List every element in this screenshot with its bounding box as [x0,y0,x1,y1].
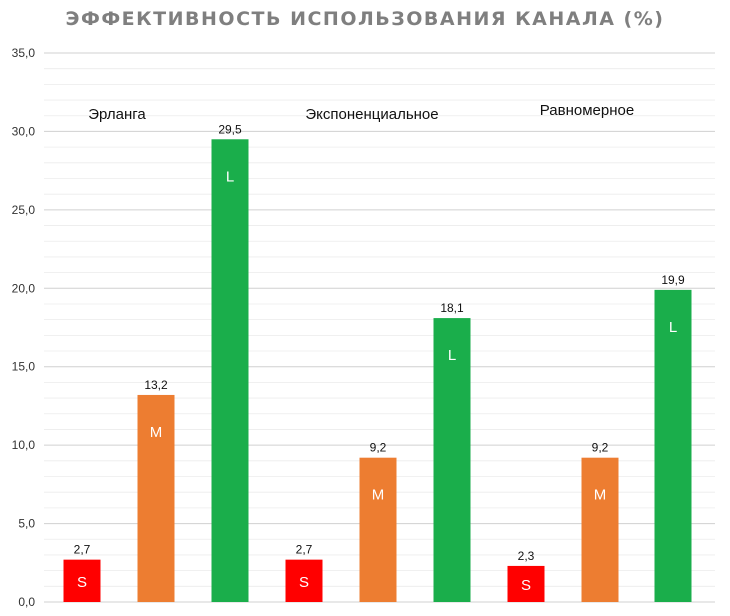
bar-m [581,457,619,602]
group-label: Равномерное [540,102,634,119]
y-tick-label: 15,0 [12,360,36,374]
bar-s [507,565,545,602]
bar-letter-label: S [299,574,309,591]
bar-letter-label: L [669,319,677,336]
data-label: 18,1 [440,301,464,315]
bar-letter-label: M [150,424,163,441]
bar-s [285,559,323,602]
data-label: 2,3 [518,549,535,563]
group-label: Эрланга [88,106,146,123]
group-label: Экспоненциальное [305,106,438,123]
y-tick-label: 25,0 [12,203,36,217]
data-label: 2,7 [74,543,91,557]
y-tick-label: 35,0 [12,46,36,60]
data-label: 13,2 [144,378,168,392]
bar-letter-label: S [521,577,531,594]
bar-letter-label: L [448,347,456,364]
bar-m [137,394,175,602]
bar-m [359,457,397,602]
chart-title: ЭФФЕКТИВНОСТЬ ИСПОЛЬЗОВАНИЯ КАНАЛА (%) [65,8,665,30]
y-tick-label: 0,0 [18,595,35,609]
y-tick-label: 10,0 [12,438,36,452]
bar-s [63,559,101,602]
y-tick-label: 30,0 [12,124,36,138]
bar-letter-label: S [77,574,87,591]
data-label: 9,2 [370,441,387,455]
bar-l [433,318,471,602]
data-label: 19,9 [661,273,685,287]
bar-letter-label: M [594,487,607,504]
y-tick-label: 20,0 [12,281,36,295]
y-tick-label: 5,0 [18,517,35,531]
bar-letter-label: L [226,168,234,185]
bar-letter-label: M [372,487,385,504]
bar-l [654,289,692,602]
bar-l [211,139,249,602]
data-label: 2,7 [296,543,313,557]
data-label: 9,2 [592,441,609,455]
data-label: 29,5 [218,122,242,136]
